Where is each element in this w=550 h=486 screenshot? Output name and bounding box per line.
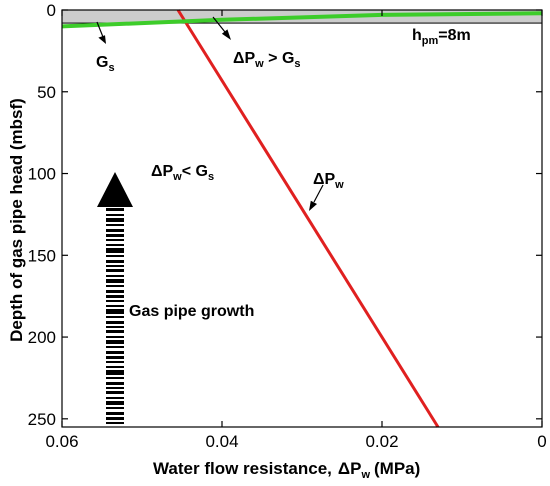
series-layer [61,9,543,428]
shaft-stripe [106,295,124,298]
y-tick-label: 150 [28,246,56,265]
dpw-gt-gs-annotation: ΔPw > Gs [233,50,301,70]
ticks-layer: 0.06 0.04 0.02 0 0 50 100 150 200 250 [28,1,547,451]
shaft-stripe [106,407,124,409]
pointer-arrows [96,16,324,211]
dpw-gt-gs-mid: > G [264,50,295,67]
shaft-stripe [106,285,124,287]
dpw-pointer-head [309,200,317,211]
shaft-stripe [106,382,124,385]
shaft-stripe [106,351,124,354]
series-gs-line [61,11,543,29]
shaft-stripe [106,248,124,253]
shaft-stripe [106,366,124,368]
gs-pointer-head [98,35,106,44]
shaft-stripe [106,300,124,302]
dpw-main: ΔP [313,171,336,188]
x-tick-label: 0.02 [365,432,398,451]
shaft-stripe [106,269,124,272]
shaft-stripe [106,316,124,318]
dpw-gt-gs-pointer-head [221,29,231,40]
growth-arrow-icon [97,172,133,424]
x-tick-label: 0.04 [205,432,238,451]
shaft-stripe [106,417,124,420]
hpm-sub: pm [422,35,439,47]
shaft-stripe [106,397,124,399]
dpw-gt-gs-sub1: w [254,58,264,70]
shaft-stripe [106,340,124,344]
gs-sub: s [108,62,114,74]
hpm-post: =8m [438,27,470,44]
dpw-lt-gs-sub1: w [172,171,182,183]
shaft-stripe [106,330,124,333]
x-label-sub: w [360,469,370,481]
plot-frame [61,9,543,428]
x-label-symbol: ΔP [338,459,362,478]
shaft-stripe [106,244,124,246]
shaft-stripe [106,391,124,394]
gs-pointer-line [96,21,104,38]
gs-annotation: Gs [96,54,115,74]
dpw-annotation: ΔPw [313,171,344,191]
shaft-stripe [106,309,124,314]
growth-arrow-shaft [106,208,124,424]
y-tick-label: 100 [28,165,56,184]
dpw-sub: w [334,179,344,191]
y-axis-label: Depth of gas pipe head (mbsf) [7,98,26,342]
shaft-stripe [106,275,124,277]
hpm-pre: h [412,27,422,44]
x-axis-label: Water flow resistance, ΔPw (MPa) [153,459,420,481]
series-dpw-line [176,9,440,428]
shaft-stripe [106,305,124,307]
shaft-stripe [106,255,124,257]
y-tick-label: 0 [47,1,56,20]
x-label-main: Water flow resistance, [153,459,332,478]
shaft-stripe [106,370,124,375]
y-tick-label: 200 [28,328,56,347]
shaft-stripe [106,321,124,324]
shaft-stripe [106,336,124,338]
dpw-lt-gs-annotation: ΔPw< Gs [151,163,214,183]
shaft-stripe [106,224,124,226]
shaft-stripe [106,218,124,222]
dpw-lt-gs-mid: < G [182,163,208,180]
shaft-stripe [106,239,124,241]
shaft-stripe [106,229,124,232]
shaft-stripe [106,234,124,237]
shaft-stripe [106,346,124,348]
growth-annotation: Gas pipe growth [129,303,254,320]
shaft-stripe [106,412,124,415]
dpw-gt-gs-pointer-line [212,16,226,33]
shaft-stripe [106,214,124,216]
dpw-gt-gs-sub2: s [294,58,300,70]
shaft-stripe [106,279,124,283]
shaft-stripe [106,361,124,363]
shaft-stripe [106,356,124,359]
dpw-gt-gs-pre: ΔP [233,50,256,67]
hpm-annotation: hpm=8m [412,27,471,47]
gs-main: G [96,54,108,71]
shaft-stripe [106,377,124,379]
y-tick-label: 250 [28,410,56,429]
shaft-stripe [106,260,124,263]
dpw-lt-gs-pre: ΔP [151,163,174,180]
y-tick-label: 50 [37,83,56,102]
x-label-unit: (MPa) [374,459,420,478]
shaft-stripe [106,401,124,405]
shaft-stripe [106,422,124,424]
growth-arrow-head [97,172,133,207]
shaft-stripe [106,326,124,328]
shaft-stripe [106,387,124,389]
shaft-stripe [106,265,124,267]
shaft-stripe [106,290,124,293]
x-tick-label: 0.06 [45,432,78,451]
dpw-pointer-line [313,184,324,203]
shaft-stripe [106,208,124,211]
x-tick-label: 0 [537,432,546,451]
dpw-lt-gs-sub2: s [208,171,214,183]
